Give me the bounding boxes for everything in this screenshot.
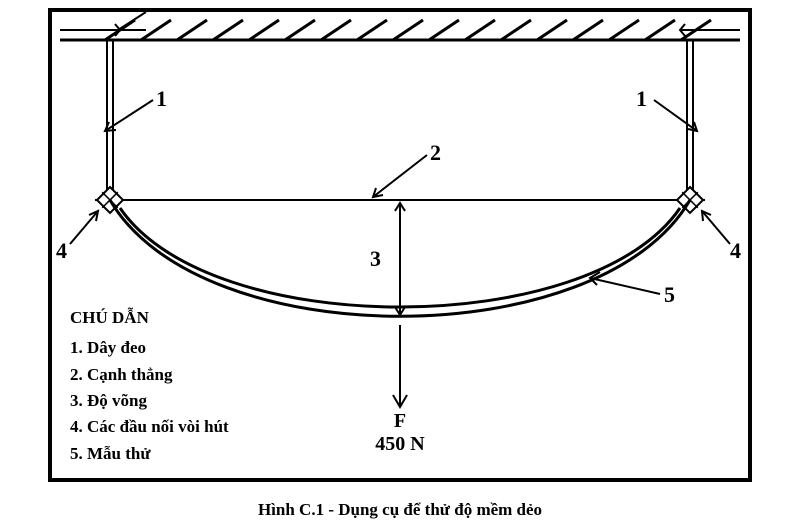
- force-symbol: F: [360, 410, 440, 433]
- callout-4-right: 4: [730, 238, 741, 264]
- legend-item-4: 4. Các đầu nối vòi hút: [70, 414, 229, 440]
- callout-1-right: 1: [636, 86, 647, 112]
- diagram-stage: 1 1 2 3 4 4 5 F 450 N CHÚ DẪN 1. Dây đeo…: [0, 0, 800, 530]
- legend-item-3: 3. Độ võng: [70, 388, 229, 414]
- figure-caption: Hình C.1 - Dụng cụ để thử độ mềm dẻo: [0, 500, 800, 520]
- callout-3: 3: [370, 246, 381, 272]
- legend-item-1: 1. Dây đeo: [70, 335, 229, 361]
- callout-2: 2: [430, 140, 441, 166]
- legend: CHÚ DẪN 1. Dây đeo 2. Cạnh thẳng 3. Độ v…: [70, 305, 229, 467]
- callout-5: 5: [664, 282, 675, 308]
- force-value: 450 N: [360, 433, 440, 456]
- force-label: F 450 N: [360, 410, 440, 456]
- legend-item-5: 5. Mẫu thử: [70, 441, 229, 467]
- callout-4-left: 4: [56, 238, 67, 264]
- legend-title: CHÚ DẪN: [70, 305, 229, 331]
- legend-item-2: 2. Cạnh thẳng: [70, 362, 229, 388]
- callout-1-left: 1: [156, 86, 167, 112]
